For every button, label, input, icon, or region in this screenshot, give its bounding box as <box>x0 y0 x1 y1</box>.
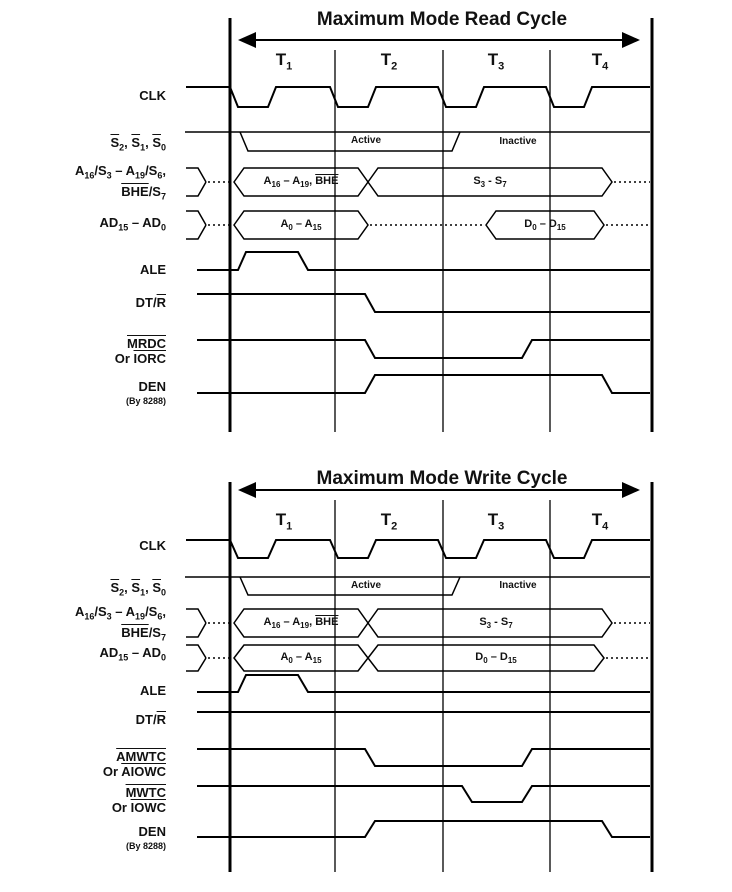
mwtc-waveform <box>197 785 650 803</box>
inactive-label: Inactive <box>499 580 537 591</box>
ale-label: ALE <box>140 683 166 698</box>
data-segment <box>367 644 605 672</box>
clk-waveform <box>186 86 650 108</box>
ale-waveform <box>197 674 650 693</box>
state-t4-label: T4 <box>591 50 609 73</box>
read-title: Maximum Mode Read Cycle <box>316 9 568 30</box>
active-label: Active <box>350 580 381 591</box>
status-bits-text: S3 - S7 <box>479 616 513 631</box>
status-label: S2, S1, S0 <box>110 135 166 153</box>
status-bits-segment <box>367 608 613 638</box>
status-bits-text: S3 - S7 <box>473 175 507 190</box>
clk-waveform <box>186 539 650 559</box>
addr-hi-text: A16 – A19, BHE <box>263 175 339 190</box>
state-t3-label: T3 <box>487 510 505 533</box>
status-active <box>239 576 461 596</box>
ad-label: AD15 – AD0 <box>99 215 166 233</box>
inactive-label: Inactive <box>499 136 537 147</box>
data-segment <box>485 210 605 240</box>
state-t1-label: T1 <box>275 50 293 73</box>
status-label: S2, S1, S0 <box>110 580 166 598</box>
addr-hi-label: A16/S3 – A19/S6, BHE/S7 <box>74 163 166 202</box>
addr-lo-segment <box>233 210 369 240</box>
data-text: D0 – D15 <box>524 218 566 233</box>
clk-label: CLK <box>139 88 166 103</box>
state-t1-label: T1 <box>275 510 293 533</box>
mrdc-waveform <box>197 339 650 359</box>
den-label: DEN (By 8288) <box>125 379 166 406</box>
write-title: Maximum Mode Write Cycle <box>316 468 568 489</box>
mrdc-label: MRDC Or IORC <box>114 336 166 366</box>
addr-hi-label: A16/S3 – A19/S6, BHE/S7 <box>74 604 166 643</box>
write-timing-svg <box>185 482 654 872</box>
data-text: D0 – D15 <box>475 651 517 666</box>
addr-hi-entry-bot <box>186 181 207 197</box>
den-label: DEN (By 8288) <box>125 824 166 851</box>
active-label: Active <box>350 135 381 146</box>
addr-hi-text: A16 – A19, BHE <box>263 616 339 631</box>
status-active <box>239 131 461 152</box>
state-t2-label: T2 <box>380 50 398 73</box>
state-t4-label: T4 <box>591 510 609 533</box>
den-waveform <box>197 374 650 394</box>
clk-label: CLK <box>139 538 166 553</box>
ale-label: ALE <box>140 262 166 277</box>
amwtc-waveform <box>197 748 650 767</box>
write-cycle-diagram: Maximum Mode Write Cycle T1 T2 T3 T4 CLK… <box>0 452 732 883</box>
dtr-waveform <box>197 293 650 313</box>
addr-lo-text: A0 – A15 <box>280 218 322 233</box>
state-t3-label: T3 <box>487 50 505 73</box>
read-cycle-diagram: Maximum Mode Read Cycle T1 T2 T3 T4 CLK … <box>0 0 732 440</box>
addr-hi-entry-top <box>186 167 207 183</box>
mwtc-label: MWTC Or IOWC <box>111 785 166 815</box>
ale-waveform <box>197 251 650 271</box>
read-timing-svg <box>185 18 654 432</box>
den-waveform <box>197 820 650 838</box>
amwtc-label: AMWTC Or AIOWC <box>102 749 166 779</box>
addr-lo-text: A0 – A15 <box>280 651 322 666</box>
dtr-label: DT/R <box>135 295 166 310</box>
dtr-label: DT/R <box>135 712 166 727</box>
status-bits-segment <box>367 167 613 197</box>
state-t2-label: T2 <box>380 510 398 533</box>
ad-label: AD15 – AD0 <box>99 645 166 663</box>
